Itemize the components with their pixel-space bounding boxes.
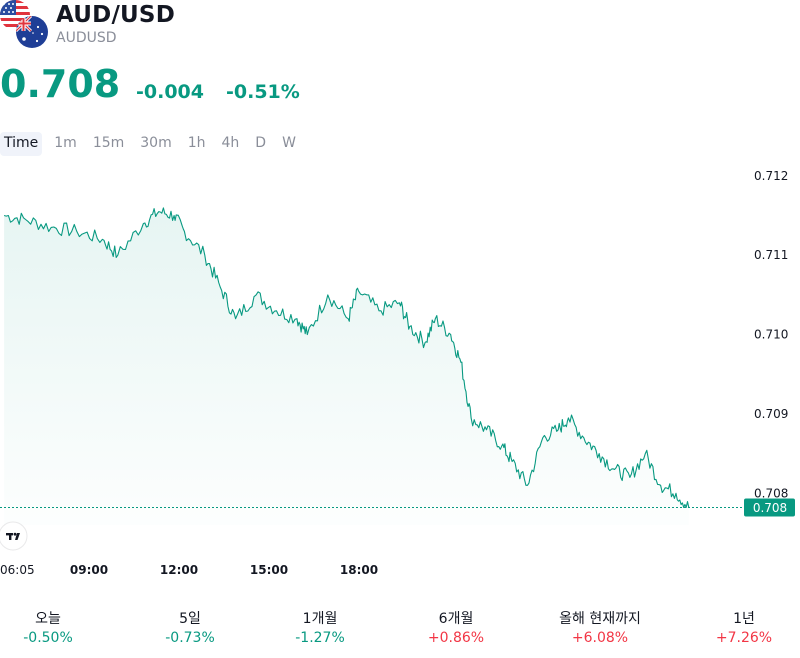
y-tick-label: 0.711: [754, 248, 788, 262]
tab-15m[interactable]: 15m: [92, 135, 125, 151]
perf-ytd[interactable]: 올해 현재까지 +6.08%: [540, 608, 660, 646]
timeframe-tabs: Time 1m 15m 30m 1h 4h D W: [0, 132, 308, 156]
perf-label: 6개월: [438, 611, 474, 627]
y-tick-label: 0.712: [754, 169, 788, 183]
perf-label: 오늘: [35, 611, 61, 627]
tradingview-logo-icon[interactable]: [0, 521, 28, 551]
price-change-percent: -0.51%: [226, 81, 300, 103]
price-area-fill: [4, 207, 689, 525]
price-change: -0.004: [136, 81, 204, 103]
perf-1y[interactable]: 1년 +7.26%: [684, 608, 800, 646]
perf-value: -0.73%: [165, 630, 215, 646]
x-tick-label: 15:00: [250, 563, 288, 577]
perf-label: 올해 현재까지: [559, 611, 641, 627]
x-tick-label: 18:00: [340, 563, 378, 577]
symbol-title: AUD/USD: [56, 2, 175, 28]
perf-value: +7.26%: [715, 630, 773, 646]
y-axis: 0.712 0.711 0.710 0.709 0.708: [754, 169, 788, 500]
tab-w[interactable]: W: [282, 135, 296, 151]
perf-value: +6.08%: [571, 630, 629, 646]
perf-label: 5일: [179, 611, 201, 627]
current-price: 0.708: [0, 62, 121, 106]
tab-1m[interactable]: 1m: [54, 135, 77, 151]
x-axis: 06:05 09:00 12:00 15:00 18:00: [0, 563, 378, 577]
ticker-subtitle: AUDUSD: [56, 30, 117, 46]
price-chart[interactable]: 0.712 0.711 0.710 0.709 0.708 06:05 09:00 12:0…: [0, 160, 800, 590]
y-tick-label: 0.709: [754, 407, 788, 421]
performance-bar: 오늘 -0.50% 5일 -0.73% 1개월 -1.27% 6개월 +0.86…: [0, 608, 800, 652]
perf-today[interactable]: 오늘 -0.50%: [0, 608, 108, 646]
perf-value: +0.86%: [427, 630, 485, 646]
tab-30m[interactable]: 30m: [140, 135, 172, 151]
x-tick-label: 12:00: [160, 563, 198, 577]
tab-d[interactable]: D: [255, 135, 267, 151]
tab-4h[interactable]: 4h: [221, 135, 240, 151]
perf-6m[interactable]: 6개월 +0.86%: [396, 608, 516, 646]
perf-5d[interactable]: 5일 -0.73%: [130, 608, 250, 646]
tab-time[interactable]: Time: [0, 132, 43, 156]
y-tick-label: 0.710: [754, 328, 788, 342]
perf-label: 1년: [733, 611, 755, 627]
perf-value: -1.27%: [295, 630, 345, 646]
last-price-label: 0.708: [753, 501, 787, 515]
perf-value: -0.50%: [23, 630, 73, 646]
last-price-badge: 0.708: [744, 498, 795, 517]
price-line: [3, 207, 690, 509]
currency-flags-icon: [0, 0, 48, 48]
x-tick-label: 06:05: [0, 563, 35, 577]
x-tick-label: 09:00: [70, 563, 108, 577]
perf-label: 1개월: [302, 611, 338, 627]
tab-1h[interactable]: 1h: [187, 135, 206, 151]
perf-1m[interactable]: 1개월 -1.27%: [260, 608, 380, 646]
y-tick-label: 0.708: [754, 486, 788, 500]
